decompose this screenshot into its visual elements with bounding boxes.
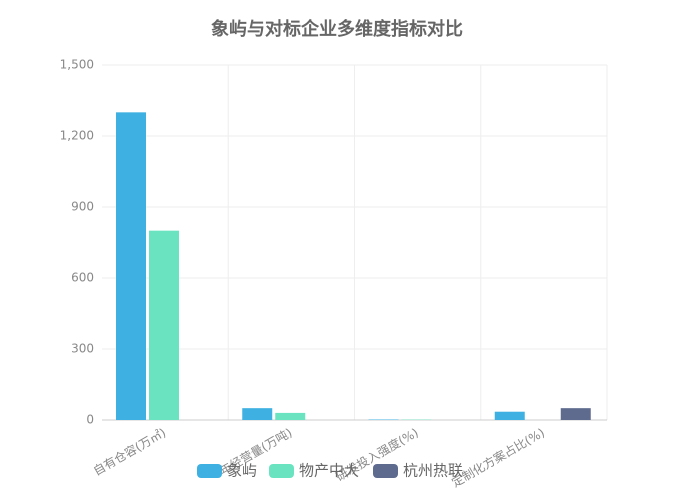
- x-tick-label: 自有仓容(万㎡): [90, 425, 168, 479]
- legend-label: 杭州热联: [403, 462, 463, 480]
- x-tick-label: 定制化方案占比(%): [449, 425, 547, 490]
- legend-swatch: [269, 464, 294, 478]
- y-tick-label: 0: [86, 413, 94, 427]
- bar: [560, 408, 591, 420]
- y-tick-label: 300: [71, 342, 94, 356]
- legend-label: 象屿: [227, 462, 257, 480]
- y-tick-label: 600: [71, 271, 94, 285]
- legend-swatch: [373, 464, 398, 478]
- bar: [149, 230, 179, 420]
- y-tick-label: 1,500: [60, 58, 94, 72]
- legend-swatch: [197, 464, 222, 478]
- bar: [275, 412, 306, 420]
- chart-title: 象屿与对标企业多维度指标对比: [211, 18, 463, 40]
- bar: [116, 112, 146, 420]
- bar: [242, 408, 273, 420]
- y-tick-label: 900: [71, 200, 94, 214]
- bar: [494, 411, 525, 420]
- y-tick-label: 1,200: [60, 129, 94, 143]
- legend-label: 物产中大: [299, 462, 359, 480]
